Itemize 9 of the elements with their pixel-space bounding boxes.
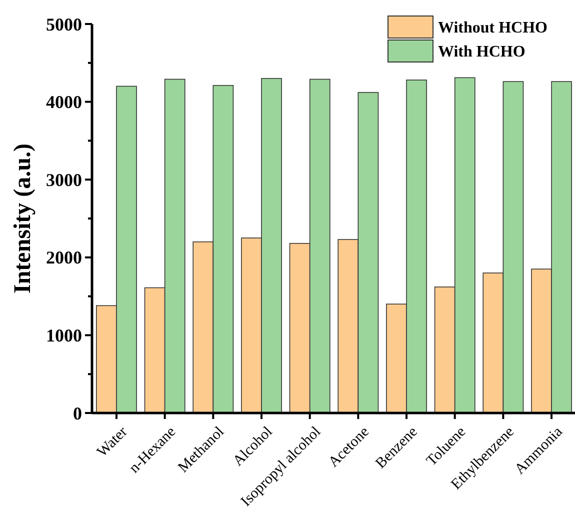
y-tick-label: 5000 xyxy=(46,14,82,34)
y-axis-title: Intensity (a.u.) xyxy=(10,143,36,294)
y-tick-label: 4000 xyxy=(46,92,82,112)
y-tick-label: 3000 xyxy=(46,170,82,190)
y-tick-label: 2000 xyxy=(46,248,82,268)
legend-label: Without HCHO xyxy=(438,20,548,37)
legend-label: With HCHO xyxy=(438,44,526,61)
y-tick-label: 1000 xyxy=(46,326,82,346)
y-tick-label: 0 xyxy=(73,403,82,424)
